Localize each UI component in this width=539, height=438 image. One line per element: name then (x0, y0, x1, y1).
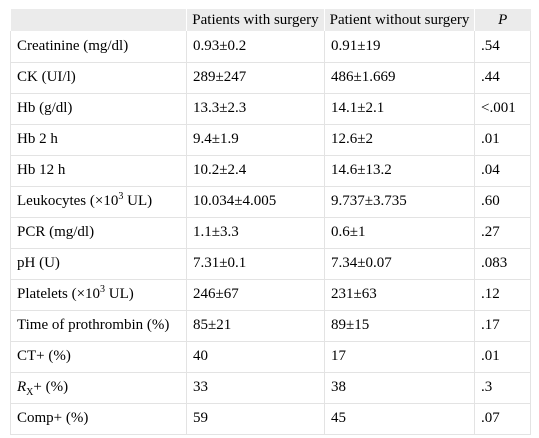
row-label: Creatinine (mg/dl) (10, 31, 187, 62)
with-surgery-value: 246±67 (186, 279, 325, 310)
row-label-text: Platelets (×10 (17, 286, 101, 302)
p-value: .54 (474, 31, 531, 62)
row-label: Leukocytes (×103 UL) (10, 186, 187, 217)
row-label-text: Leukocytes (×10 (17, 193, 119, 209)
p-value: .44 (474, 62, 531, 93)
row-label: CK (UI/l) (10, 62, 187, 93)
table-row: Comp+ (%) 59 45 .07 (10, 403, 531, 434)
without-surgery-value: 7.34±0.07 (324, 248, 475, 279)
with-surgery-value: 59 (186, 403, 325, 434)
p-value: .04 (474, 155, 531, 186)
with-surgery-value: 7.31±0.1 (186, 248, 325, 279)
row-label: Hb 2 h (10, 124, 187, 155)
table-row: Hb (g/dl) 13.3±2.3 14.1±2.1 <.001 (10, 93, 531, 124)
without-surgery-value: 38 (324, 372, 475, 403)
row-label-symbol: R (17, 379, 27, 395)
table-header: Patients with surgery Patient without su… (10, 9, 531, 31)
with-surgery-value: 10.2±2.4 (186, 155, 325, 186)
table-row: Creatinine (mg/dl) 0.93±0.2 0.91±19 .54 (10, 31, 531, 62)
without-surgery-value: 0.6±1 (324, 217, 475, 248)
table-row: RX+ (%) 33 38 .3 (10, 372, 531, 403)
header-with-surgery: Patients with surgery (186, 9, 325, 31)
p-value: .01 (474, 124, 531, 155)
table-row: Hb 2 h 9.4±1.9 12.6±2 .01 (10, 124, 531, 155)
row-label: Time of prothrombin (%) (10, 310, 187, 341)
row-label-unit: + (%) (33, 379, 69, 395)
header-empty (11, 9, 187, 31)
header-p-value: P (474, 9, 531, 31)
p-value: .01 (474, 341, 531, 372)
table-row: Hb 12 h 10.2±2.4 14.6±13.2 .04 (10, 155, 531, 186)
p-value: .17 (474, 310, 531, 341)
row-label-superscript: 3 (118, 191, 124, 202)
without-surgery-value: 14.1±2.1 (324, 93, 475, 124)
p-value: .27 (474, 217, 531, 248)
with-surgery-value: 85±21 (186, 310, 325, 341)
without-surgery-value: 486±1.669 (324, 62, 475, 93)
with-surgery-value: 289±247 (186, 62, 325, 93)
with-surgery-value: 33 (186, 372, 325, 403)
table-row: Time of prothrombin (%) 85±21 89±15 .17 (10, 310, 531, 341)
p-value: <.001 (474, 93, 531, 124)
row-label: Hb 12 h (10, 155, 187, 186)
with-surgery-value: 9.4±1.9 (186, 124, 325, 155)
row-label: Hb (g/dl) (10, 93, 187, 124)
row-label-unit: UL) (105, 286, 134, 302)
row-label: PCR (mg/dl) (10, 217, 187, 248)
without-surgery-value: 0.91±19 (324, 31, 475, 62)
row-label-superscript: 3 (100, 284, 106, 295)
p-value: .083 (474, 248, 531, 279)
table-row: PCR (mg/dl) 1.1±3.3 0.6±1 .27 (10, 217, 531, 248)
row-label-unit: UL) (123, 193, 153, 209)
with-surgery-value: 1.1±3.3 (186, 217, 325, 248)
with-surgery-value: 0.93±0.2 (186, 31, 325, 62)
table-row: Leukocytes (×103 UL) 10.034±4.005 9.737±… (10, 186, 531, 217)
table-row: Platelets (×103 UL) 246±67 231±63 .12 (10, 279, 531, 310)
without-surgery-value: 17 (324, 341, 475, 372)
row-label: RX+ (%) (10, 372, 187, 403)
without-surgery-value: 89±15 (324, 310, 475, 341)
row-label: Platelets (×103 UL) (10, 279, 187, 310)
without-surgery-value: 231±63 (324, 279, 475, 310)
row-label: pH (U) (10, 248, 187, 279)
row-label: CT+ (%) (10, 341, 187, 372)
comparison-table: Patients with surgery Patient without su… (10, 9, 531, 435)
p-value: .12 (474, 279, 531, 310)
p-value: .3 (474, 372, 531, 403)
table-row: pH (U) 7.31±0.1 7.34±0.07 .083 (10, 248, 531, 279)
without-surgery-value: 9.737±3.735 (324, 186, 475, 217)
table-row: CT+ (%) 40 17 .01 (10, 341, 531, 372)
row-label: Comp+ (%) (10, 403, 187, 434)
p-value: .60 (474, 186, 531, 217)
p-value: .07 (474, 403, 531, 434)
with-surgery-value: 40 (186, 341, 325, 372)
row-label-subscript: X (26, 387, 34, 398)
with-surgery-value: 10.034±4.005 (186, 186, 325, 217)
table-row: CK (UI/l) 289±247 486±1.669 .44 (10, 62, 531, 93)
without-surgery-value: 14.6±13.2 (324, 155, 475, 186)
with-surgery-value: 13.3±2.3 (186, 93, 325, 124)
table-body: Creatinine (mg/dl) 0.93±0.2 0.91±19 .54 … (10, 31, 531, 434)
header-without-surgery: Patient without surgery (324, 9, 475, 31)
without-surgery-value: 12.6±2 (324, 124, 475, 155)
header-row: Patients with surgery Patient without su… (10, 9, 531, 31)
without-surgery-value: 45 (324, 403, 475, 434)
